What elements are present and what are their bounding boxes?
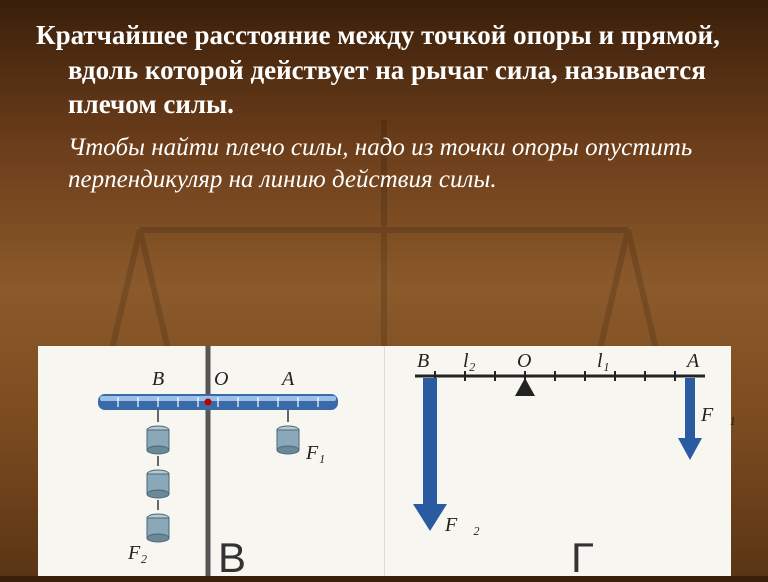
definition-title: Кратчайшее расстояние между точкой опоры… [36, 18, 732, 122]
figures-panel: B O A F₁ F₂ В [38, 346, 730, 576]
label-F2-right: F⃗₂ [445, 514, 480, 537]
instruction-subtitle: Чтобы найти плечо силы, надо из точки оп… [36, 132, 732, 197]
label-O-right: O [517, 350, 531, 373]
label-l1: l₁ [597, 350, 610, 373]
label-l2: l₂ [463, 350, 476, 373]
label-F1-left: F₁ [306, 442, 325, 465]
label-B-right: B [417, 350, 429, 373]
label-B-left: B [152, 368, 164, 391]
label-F1-right: F⃗₁ [701, 404, 736, 427]
label-O-left: O [214, 368, 228, 391]
figure-lever-weights: B O A F₁ F₂ В [38, 346, 385, 576]
label-A-left: A [282, 368, 294, 391]
label-A-right: A [687, 350, 699, 373]
figure-tag-B: В [218, 534, 246, 582]
label-F2-left: F₂ [128, 542, 147, 565]
figure-tag-G: Г [571, 534, 594, 582]
figure-lever-diagram: B l₂ O l₁ A F⃗₁ F⃗₂ Г [385, 346, 731, 576]
